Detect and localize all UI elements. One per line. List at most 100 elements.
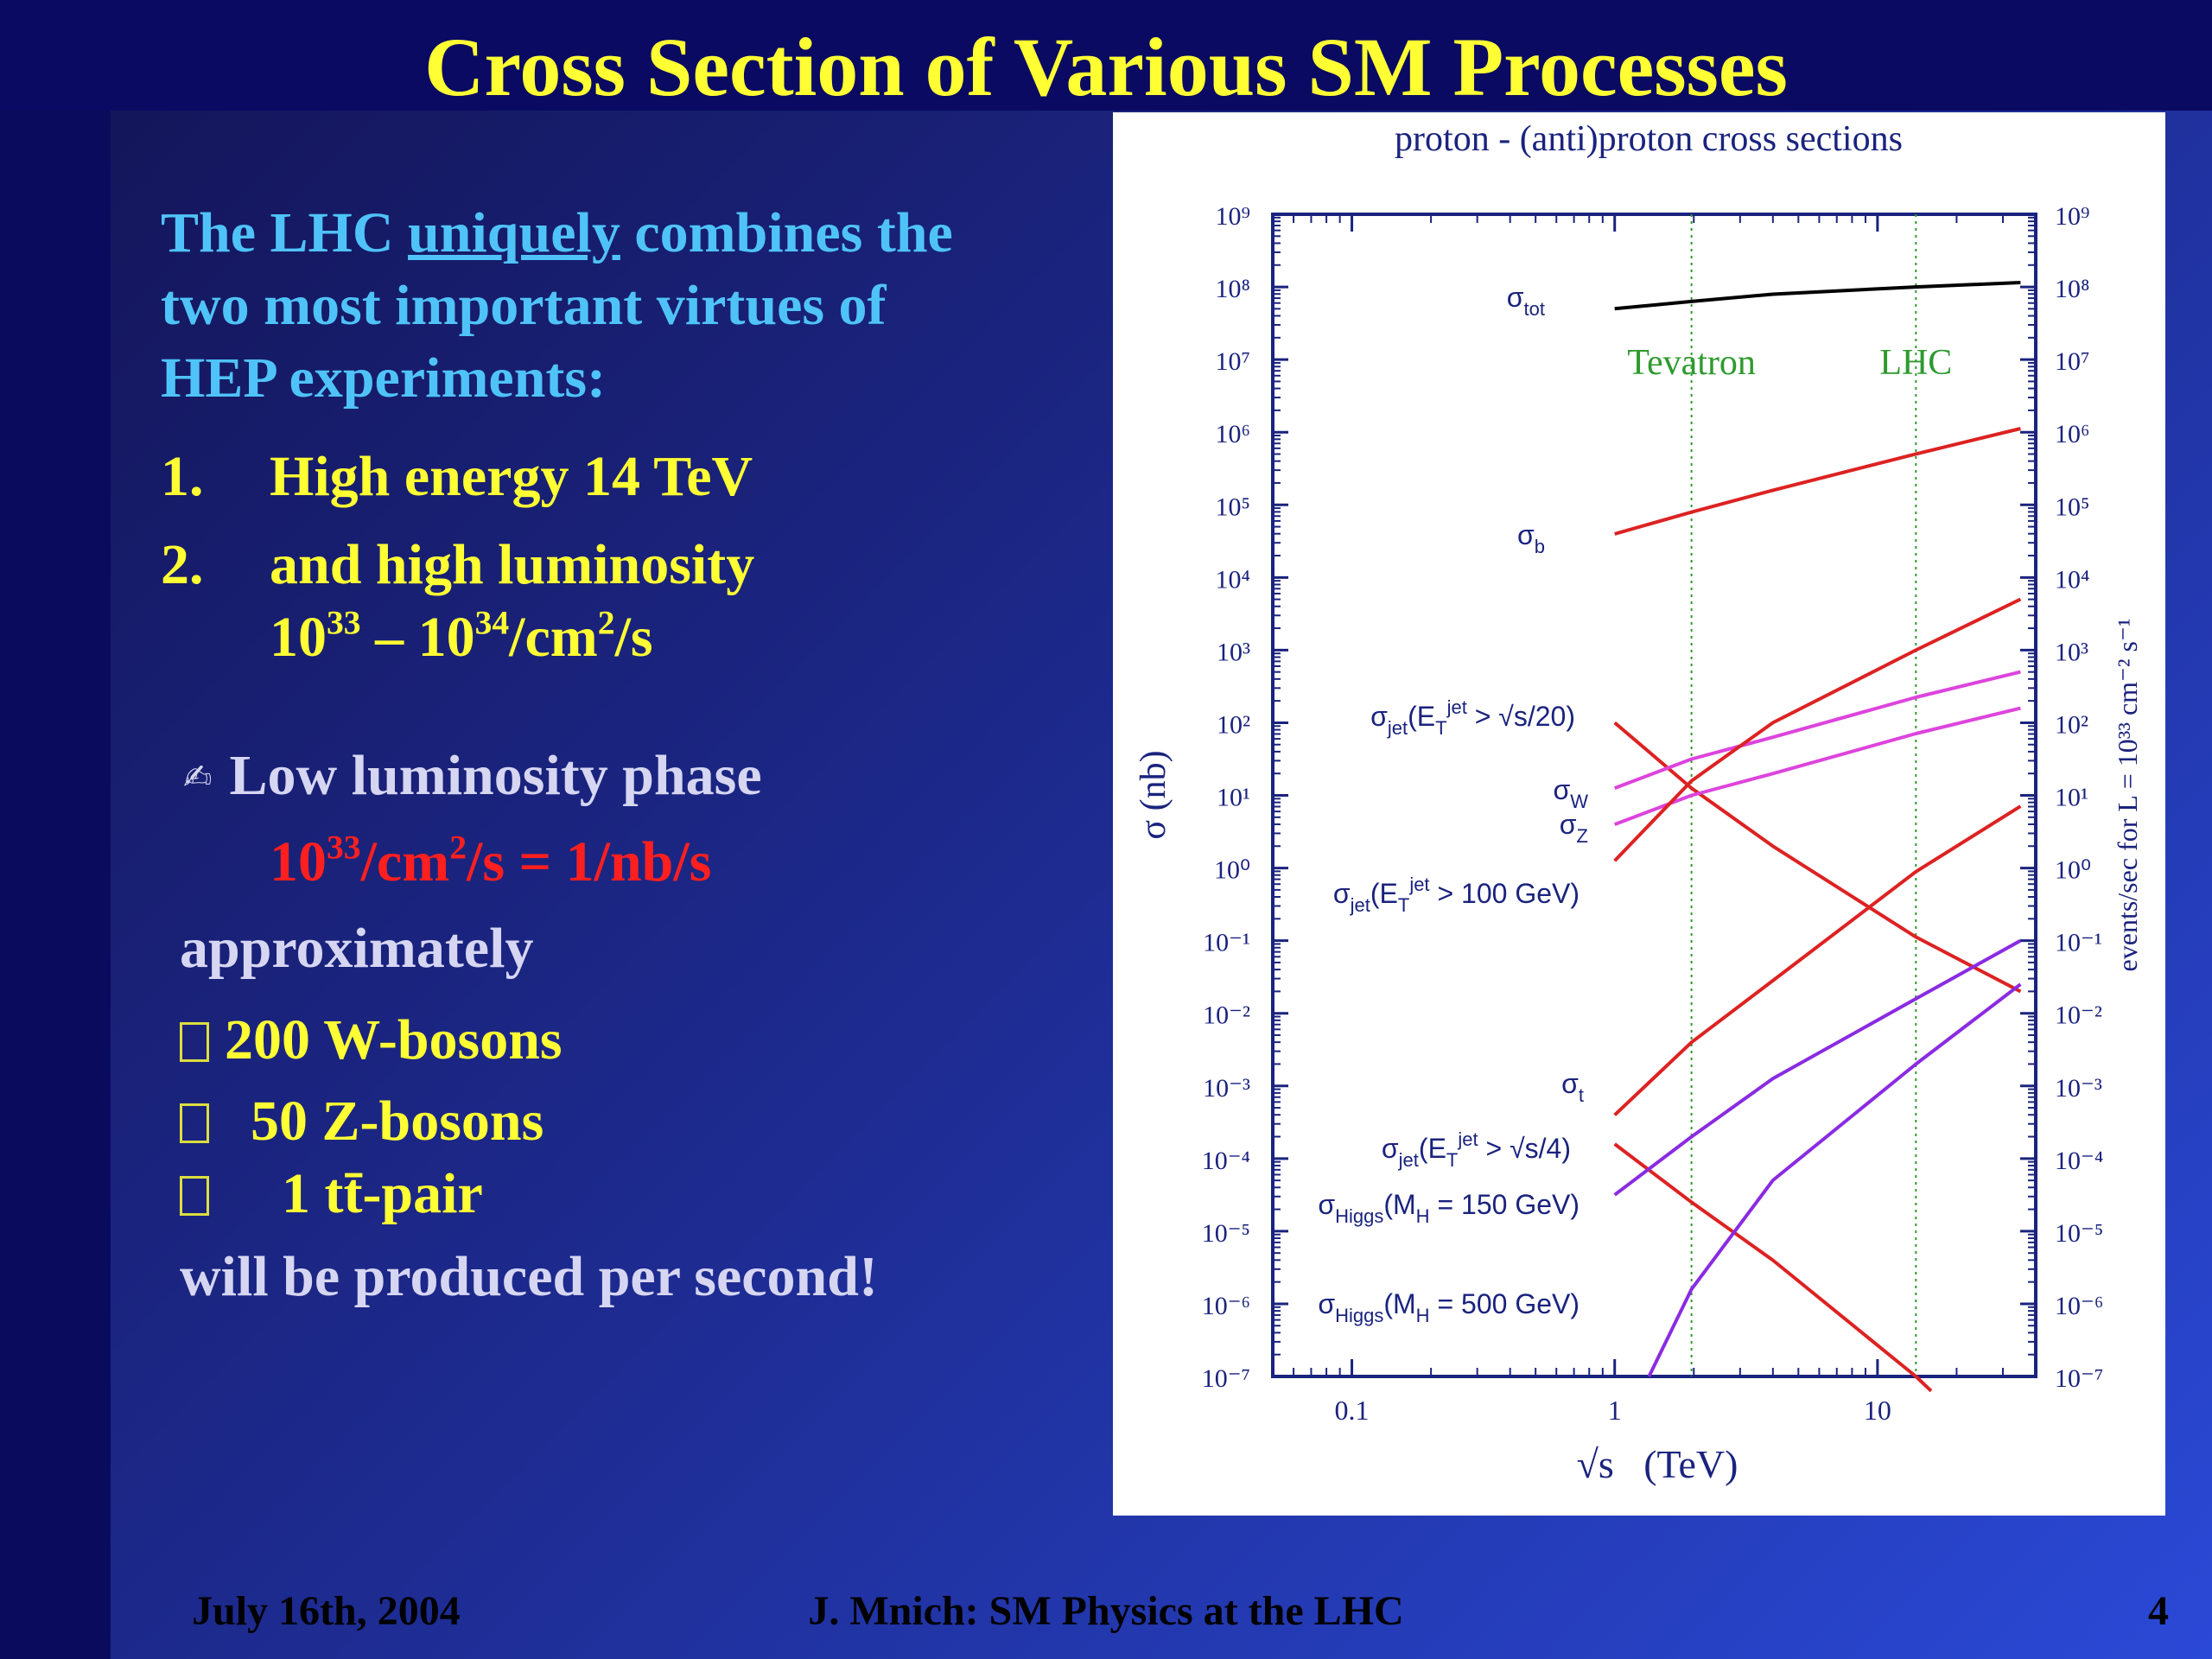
series-jet4	[1613, 1142, 1933, 1393]
label-tot: σtot	[1507, 282, 1545, 320]
y2-tick-label: 10³	[2055, 638, 2088, 666]
label-h150: σHiggs(MH = 150 GeV)	[1318, 1189, 1580, 1227]
list-item-1-number: 1.	[161, 445, 204, 508]
y-tick-label: 10⁻⁴	[1202, 1147, 1250, 1175]
x-tick-label: 0.1	[1335, 1395, 1370, 1426]
phase-a-exp: 33	[327, 828, 361, 867]
series-jet100	[1613, 597, 2022, 862]
y2-tick-label: 10⁶	[2055, 420, 2089, 448]
y2-tick-label: 10⁸	[2055, 275, 2089, 303]
phase-label: Low luminosity phase	[229, 744, 762, 807]
y-tick-label: 10⁻⁶	[1202, 1292, 1250, 1320]
label-jet4: σjet(ETjet > √s/4)	[1382, 1128, 1571, 1171]
y2-tick-label: 10⁻⁷	[2055, 1364, 2103, 1393]
phase-a: 10	[270, 830, 327, 893]
intro-prefix: The LHC	[161, 201, 409, 264]
series-tot	[1614, 281, 2021, 311]
vline-label-tevatron: Tevatron	[1627, 343, 1756, 383]
y2-tick-label: 10⁴	[2055, 565, 2089, 594]
label-h500: σHiggs(MH = 500 GeV)	[1318, 1288, 1580, 1326]
lum-a: 10	[270, 606, 327, 669]
series-t	[1613, 804, 2022, 1116]
y2-tick-label: 10⁷	[2055, 347, 2089, 376]
rate-w: 200 W-bosons	[180, 1004, 563, 1077]
lum-a-exp: 33	[327, 603, 361, 642]
slide-title: Cross Section of Various SM Processes	[424, 21, 1788, 113]
y-axis-label: σ (nb)	[1134, 750, 1173, 839]
list-item-2-number: 2.	[161, 533, 204, 596]
bullet-box-icon	[180, 1103, 209, 1143]
intro-line-3: HEP experiments:	[161, 346, 607, 410]
phase-line: ✍ Low luminosity phase	[183, 740, 762, 814]
y2-axis-label: events/sec for L = 10³³ cm⁻² s⁻¹	[2112, 619, 2143, 972]
series-group	[1613, 281, 2022, 1393]
y-tick-label: 10⁵	[1216, 493, 1250, 521]
rate-tt-text: 1 tt̄-pair	[282, 1162, 483, 1225]
rate-z: 50 Z-bosons	[180, 1085, 543, 1158]
y-tick-label: 10⁹	[1216, 202, 1250, 231]
label-jet100: σjet(ETjet > 100 GeV)	[1333, 874, 1580, 916]
label-jet20: σjet(ETjet > √s/20)	[1370, 696, 1575, 739]
footer-date: July 16th, 2004	[192, 1588, 461, 1634]
series-jet20	[1613, 721, 2022, 994]
series-b	[1614, 427, 2021, 536]
lum-unit2: /s	[614, 606, 653, 669]
y2-tick-label: 10⁹	[2055, 202, 2089, 231]
y2-tick-label: 10²	[2055, 710, 2088, 739]
label-t: σt	[1561, 1068, 1584, 1106]
rate-tt: 1 tt̄-pair	[180, 1158, 483, 1230]
phase-rest: /s = 1/nb/s	[466, 830, 712, 893]
y2-tick-label: 10⁻²	[2055, 1001, 2102, 1030]
y2-tick-label: 10⁻⁶	[2055, 1292, 2103, 1320]
cross-section-chart: proton - (anti)proton cross sections 10⁹…	[1134, 119, 2143, 1486]
bullet-box-icon	[180, 1176, 209, 1216]
y2-tick-label: 10⁰	[2055, 856, 2091, 885]
y-tick-label: 10⁻²	[1203, 1001, 1250, 1030]
luminosity-range: 1033 – 1034/cm2/s	[270, 601, 653, 674]
x-axis-label: √s (TeV)	[1577, 1442, 1738, 1486]
list-item-1-text: High energy 14 TeV	[270, 445, 753, 508]
intro-suffix: combines the	[620, 201, 953, 264]
y-tick-label: 10³	[1217, 638, 1250, 666]
vline-label-lhc: LHC	[1879, 343, 1952, 383]
approx-text: approximately	[180, 917, 534, 980]
y-tick-label: 10⁶	[1216, 420, 1250, 448]
y-tick-label: 10⁰	[1214, 856, 1250, 885]
bullet-box-icon	[180, 1022, 209, 1062]
rate-z-text: 50 Z-bosons	[251, 1090, 544, 1153]
y-tick-label: 10⁻¹	[1203, 929, 1250, 957]
chart-panel: proton - (anti)proton cross sections 10⁹…	[1113, 112, 2165, 1516]
y-tick-label: 10⁻³	[1203, 1074, 1250, 1103]
intro-line-1: The LHC uniquely combines the	[161, 197, 953, 270]
y-tick-label: 10⁷	[1216, 347, 1250, 376]
label-W: σW	[1553, 774, 1588, 812]
y-tick-label: 10⁸	[1216, 275, 1250, 303]
label-b: σb	[1517, 519, 1545, 557]
y2-tick-label: 10⁻⁵	[2055, 1219, 2103, 1248]
chart-title: proton - (anti)proton cross sections	[1395, 119, 1903, 159]
y-tick-label: 10²	[1217, 710, 1250, 739]
y2-tick-label: 10⁻³	[2055, 1074, 2102, 1103]
intro-line-2: two most important virtues of	[161, 274, 887, 337]
label-Z: σZ	[1560, 809, 1588, 847]
phase-unit1: /cm	[360, 830, 450, 893]
phase-value: 1033/cm2/s = 1/nb/s	[270, 826, 711, 899]
y-tick-label: 10⁻⁷	[1202, 1364, 1250, 1393]
left-margin-bar	[0, 111, 111, 1659]
lum-b-exp: 34	[474, 603, 510, 642]
y2-tick-label: 10⁻⁴	[2055, 1147, 2103, 1175]
y-tick-label: 10⁻⁵	[1202, 1219, 1250, 1248]
closing-text: will be produced per second!	[180, 1245, 878, 1308]
footer-page-number: 4	[2148, 1588, 2169, 1634]
y2-tick-label: 10¹	[2055, 784, 2088, 812]
y-tick-label: 10⁴	[1216, 565, 1250, 594]
list-item-2-text: and high luminosity	[270, 533, 755, 596]
series-h150	[1613, 938, 2022, 1197]
footer-title: J. Mnich: SM Physics at the LHC	[808, 1588, 1404, 1634]
axis-ticks: 10⁹ 10⁹ 10⁸ 10⁸ 10⁷ 10⁷ 10⁶ 10⁶ 10⁵ 10⁵ 10⁴ 10⁴ 10³ 1…	[1202, 202, 2104, 1426]
y2-tick-label: 10⁵	[2055, 493, 2089, 521]
rate-w-text: 200 W-bosons	[225, 1008, 563, 1071]
x-tick-label: 10	[1864, 1395, 1891, 1426]
writing-hand-icon: ✍	[183, 758, 213, 798]
